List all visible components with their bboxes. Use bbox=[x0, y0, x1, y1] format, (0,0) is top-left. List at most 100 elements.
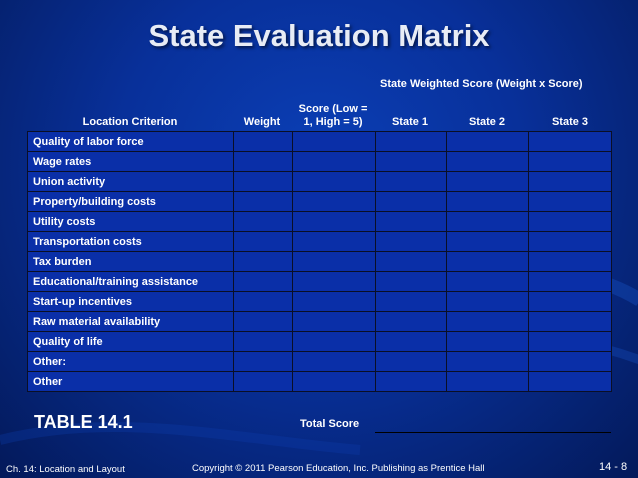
score-cell bbox=[292, 371, 376, 392]
state-3-cell bbox=[528, 271, 612, 292]
weight-cell bbox=[233, 151, 293, 172]
header-score-line1: Score (Low = bbox=[298, 103, 368, 115]
state-2-cell bbox=[446, 251, 529, 272]
state-1-cell bbox=[375, 131, 447, 152]
evaluation-matrix-table: Quality of labor force Wage rates Union ac… bbox=[27, 131, 612, 392]
state-3-cell bbox=[528, 311, 612, 332]
total-score-label: Total Score bbox=[300, 418, 360, 430]
state-3-cell bbox=[528, 231, 612, 252]
state-3-cell bbox=[528, 211, 612, 232]
score-cell bbox=[292, 191, 376, 212]
table-row: Tax burden bbox=[27, 251, 612, 272]
table-row: Quality of labor force bbox=[27, 131, 612, 152]
table-row: Union activity bbox=[27, 171, 612, 192]
state-3-cell bbox=[528, 371, 612, 392]
state-2-cell bbox=[446, 311, 529, 332]
state-3-cell bbox=[528, 331, 612, 352]
state-2-cell bbox=[446, 191, 529, 212]
page-title: State Evaluation Matrix bbox=[148, 18, 490, 53]
state-1-cell bbox=[375, 351, 447, 372]
weighted-score-header: State Weighted Score (Weight x Score) bbox=[380, 78, 583, 90]
weight-cell bbox=[233, 191, 293, 212]
total-score-line bbox=[375, 432, 611, 433]
state-2-cell bbox=[446, 231, 529, 252]
state-1-cell bbox=[375, 251, 447, 272]
state-2-cell bbox=[446, 211, 529, 232]
weight-cell bbox=[233, 331, 293, 352]
state-2-cell bbox=[446, 271, 529, 292]
state-1-cell bbox=[375, 171, 447, 192]
state-2-cell bbox=[446, 151, 529, 172]
state-3-cell bbox=[528, 251, 612, 272]
header-state-3: State 3 bbox=[551, 116, 589, 128]
weight-cell bbox=[233, 291, 293, 312]
table-row: Quality of life bbox=[27, 331, 612, 352]
score-cell bbox=[292, 311, 376, 332]
state-1-cell bbox=[375, 371, 447, 392]
weight-cell bbox=[233, 371, 293, 392]
score-cell bbox=[292, 331, 376, 352]
criterion-cell: Union activity bbox=[27, 171, 234, 192]
header-score: Score (Low = 1, High = 5) bbox=[292, 103, 374, 129]
state-1-cell bbox=[375, 311, 447, 332]
state-1-cell bbox=[375, 331, 447, 352]
state-1-cell bbox=[375, 271, 447, 292]
table-row: Property/building costs bbox=[27, 191, 612, 212]
criterion-cell: Other bbox=[27, 371, 234, 392]
weight-cell bbox=[233, 171, 293, 192]
table-row: Transportation costs bbox=[27, 231, 612, 252]
weight-cell bbox=[233, 271, 293, 292]
table-row: Educational/training assistance bbox=[27, 271, 612, 292]
state-3-cell bbox=[528, 151, 612, 172]
score-cell bbox=[292, 151, 376, 172]
score-cell bbox=[292, 131, 376, 152]
weight-cell bbox=[233, 251, 293, 272]
header-location-criterion: Location Criterion bbox=[82, 116, 178, 128]
state-2-cell bbox=[446, 291, 529, 312]
state-3-cell bbox=[528, 191, 612, 212]
score-cell bbox=[292, 231, 376, 252]
criterion-cell: Quality of life bbox=[27, 331, 234, 352]
score-cell bbox=[292, 171, 376, 192]
score-cell bbox=[292, 291, 376, 312]
state-2-cell bbox=[446, 351, 529, 372]
table-label: TABLE 14.1 bbox=[34, 412, 133, 432]
header-state-2: State 2 bbox=[468, 116, 506, 128]
criterion-cell: Other: bbox=[27, 351, 234, 372]
score-cell bbox=[292, 251, 376, 272]
criterion-cell: Tax burden bbox=[27, 251, 234, 272]
weight-cell bbox=[233, 351, 293, 372]
table-row: Start-up incentives bbox=[27, 291, 612, 312]
criterion-cell: Utility costs bbox=[27, 211, 234, 232]
score-cell bbox=[292, 351, 376, 372]
table-row: Other: bbox=[27, 351, 612, 372]
state-2-cell bbox=[446, 371, 529, 392]
state-3-cell bbox=[528, 131, 612, 152]
state-2-cell bbox=[446, 171, 529, 192]
state-3-cell bbox=[528, 351, 612, 372]
criterion-cell: Raw material availability bbox=[27, 311, 234, 332]
table-row: Other bbox=[27, 371, 612, 392]
state-2-cell bbox=[446, 331, 529, 352]
state-1-cell bbox=[375, 291, 447, 312]
header-weight: Weight bbox=[243, 116, 281, 128]
table-row: Utility costs bbox=[27, 211, 612, 232]
state-2-cell bbox=[446, 131, 529, 152]
weight-cell bbox=[233, 211, 293, 232]
table-row: Wage rates bbox=[27, 151, 612, 172]
state-3-cell bbox=[528, 291, 612, 312]
state-3-cell bbox=[528, 171, 612, 192]
state-1-cell bbox=[375, 191, 447, 212]
footer-copyright: Copyright © 2011 Pearson Education, Inc.… bbox=[192, 463, 485, 474]
state-1-cell bbox=[375, 151, 447, 172]
criterion-cell: Property/building costs bbox=[27, 191, 234, 212]
header-state-1: State 1 bbox=[391, 116, 429, 128]
footer-page-number: 14 - 8 bbox=[599, 461, 628, 473]
criterion-cell: Transportation costs bbox=[27, 231, 234, 252]
score-cell bbox=[292, 211, 376, 232]
criterion-cell: Educational/training assistance bbox=[27, 271, 234, 292]
criterion-cell: Wage rates bbox=[27, 151, 234, 172]
table-row: Raw material availability bbox=[27, 311, 612, 332]
score-cell bbox=[292, 271, 376, 292]
footer-chapter: Ch. 14: Location and Layout bbox=[6, 464, 125, 475]
